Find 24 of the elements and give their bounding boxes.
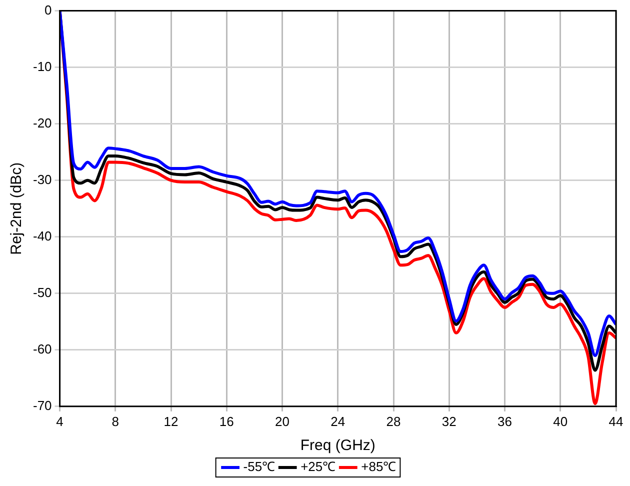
- legend-label: +85℃: [361, 459, 396, 474]
- legend-label: -55℃: [243, 459, 276, 474]
- x-tick-label: 20: [275, 414, 290, 429]
- x-tick-label: 44: [608, 414, 624, 429]
- y-tick-label: -60: [32, 341, 52, 356]
- x-tick-label: 4: [56, 414, 64, 429]
- x-axis-title: Freq (GHz): [300, 437, 376, 454]
- y-tick-label: -10: [32, 58, 52, 74]
- x-tick-label: 32: [442, 414, 456, 429]
- x-tick-label: 16: [219, 414, 234, 429]
- x-tick-label: 24: [330, 414, 346, 429]
- x-tick-label: 28: [386, 414, 401, 429]
- x-tick-label: 12: [164, 414, 178, 429]
- legend-label: +25℃: [300, 459, 336, 474]
- y-tick-label: -70: [32, 398, 52, 413]
- y-tick-label: -30: [32, 172, 52, 187]
- y-tick-label: -40: [32, 228, 52, 244]
- x-tick-label: 40: [553, 414, 568, 429]
- x-tick-label: 8: [112, 414, 120, 429]
- x-tick-label: 36: [498, 414, 512, 429]
- y-tick-label: -50: [32, 284, 52, 300]
- y-tick-label: 0: [44, 2, 52, 18]
- y-axis-title: Rej-2nd (dBc): [8, 162, 26, 255]
- y-tick-label: -20: [32, 115, 52, 130]
